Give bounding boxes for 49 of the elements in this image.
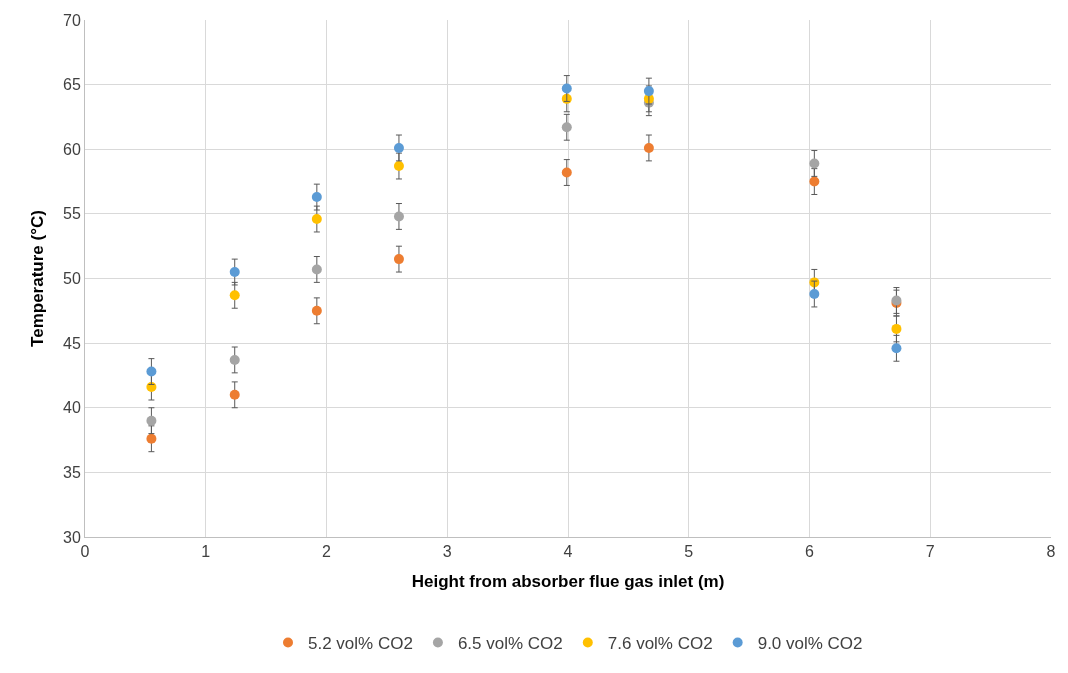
point xyxy=(393,211,404,222)
point xyxy=(229,290,240,301)
point xyxy=(393,161,404,172)
y-tick-label: 40 xyxy=(63,399,81,417)
point xyxy=(229,389,240,400)
y-tick-label: 30 xyxy=(63,528,81,546)
x-tick-label: 0 xyxy=(80,543,90,561)
point xyxy=(809,289,820,300)
point xyxy=(146,366,157,377)
x-axis-title: Height from absorber flue gas inlet (m) xyxy=(411,571,725,591)
y-axis-title: Temperature (°C) xyxy=(27,210,47,347)
y-tick-label: 50 xyxy=(63,270,81,288)
x-tick-label: 3 xyxy=(442,543,452,561)
x-tick-label: 2 xyxy=(322,543,332,561)
y-tick-label: 60 xyxy=(63,140,81,158)
x-tick-label: 8 xyxy=(1046,543,1056,561)
y-tick-label: 65 xyxy=(63,76,81,94)
point xyxy=(393,254,404,265)
point xyxy=(146,415,157,426)
point xyxy=(311,305,322,316)
x-tick-label: 1 xyxy=(201,543,211,561)
y-tick-label: 35 xyxy=(63,463,81,481)
y-tick-label: 55 xyxy=(63,205,81,223)
x-tick-label: 4 xyxy=(563,543,573,561)
y-tick-label: 45 xyxy=(63,334,81,352)
point xyxy=(311,192,322,203)
x-tick-label: 6 xyxy=(805,543,815,561)
point xyxy=(809,158,820,169)
point xyxy=(891,323,902,334)
point xyxy=(643,142,654,153)
point xyxy=(561,122,572,133)
legend-label: 5.2 vol% CO2 xyxy=(308,634,413,654)
point xyxy=(393,142,404,153)
y-tick-label: 70 xyxy=(63,11,81,29)
point xyxy=(146,433,157,444)
point xyxy=(643,86,654,97)
point xyxy=(561,167,572,178)
legend-label: 7.6 vol% CO2 xyxy=(607,634,713,654)
point xyxy=(311,214,322,225)
point xyxy=(561,83,572,94)
point xyxy=(891,343,902,354)
x-tick-label: 7 xyxy=(925,543,935,561)
legend-label: 9.0 vol% CO2 xyxy=(757,634,863,654)
point xyxy=(809,176,820,187)
point xyxy=(229,354,240,365)
x-tick-label: 5 xyxy=(684,543,694,561)
point xyxy=(311,264,322,275)
point xyxy=(229,267,240,278)
legend-label: 6.5 vol% CO2 xyxy=(457,634,563,654)
